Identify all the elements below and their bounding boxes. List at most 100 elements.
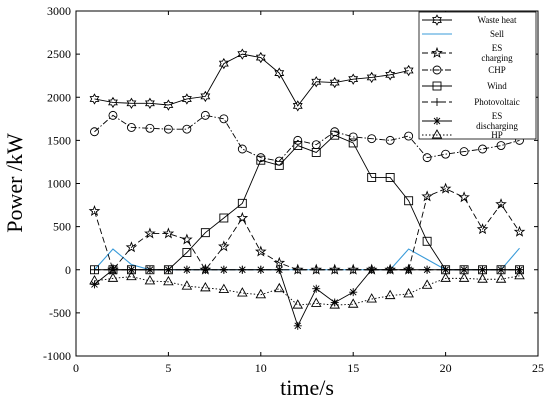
data-point xyxy=(348,73,359,85)
legend-label: HP xyxy=(491,130,503,140)
series-es-charging xyxy=(88,182,526,275)
data-point xyxy=(163,99,174,111)
data-point xyxy=(90,265,99,274)
data-point xyxy=(348,132,358,142)
data-point xyxy=(255,51,266,64)
data-point xyxy=(367,134,377,144)
y-tick-label: 2000 xyxy=(47,90,71,104)
data-point xyxy=(181,233,193,245)
data-point xyxy=(422,236,432,246)
data-point xyxy=(273,256,286,268)
y-tick-label: 0 xyxy=(65,263,71,277)
legend-label: Wind xyxy=(487,81,507,91)
x-tick-label: 10 xyxy=(255,361,267,375)
y-tick-label: 3000 xyxy=(47,4,71,18)
y-tick-label: 1000 xyxy=(47,177,71,191)
y-tick-label: 500 xyxy=(53,220,71,234)
data-point xyxy=(293,135,303,145)
data-point xyxy=(144,227,156,239)
legend: Waste heat Sell ES charging CHP Wind Photovolt… xyxy=(418,11,537,140)
data-point xyxy=(385,135,395,145)
data-point xyxy=(108,110,118,120)
legend-marker xyxy=(433,117,441,125)
data-point xyxy=(162,227,175,239)
data-point xyxy=(311,147,321,157)
data-point xyxy=(163,124,173,134)
data-point xyxy=(125,241,138,253)
data-point xyxy=(515,265,524,274)
data-point xyxy=(182,265,191,274)
data-point xyxy=(237,287,248,297)
data-point xyxy=(478,265,487,274)
data-point xyxy=(256,155,266,165)
data-point xyxy=(348,138,358,148)
data-point xyxy=(440,272,451,282)
data-point xyxy=(237,198,247,208)
data-point xyxy=(439,182,452,194)
x-tick-label: 0 xyxy=(73,361,79,375)
data-point xyxy=(330,298,339,307)
data-point xyxy=(292,299,304,309)
legend-label: CHP xyxy=(488,65,506,75)
data-point xyxy=(144,97,155,109)
data-point xyxy=(218,283,230,294)
y-tick-label: 2500 xyxy=(47,47,71,61)
data-point xyxy=(293,265,302,274)
data-point xyxy=(421,279,433,289)
data-point xyxy=(441,149,451,159)
data-point xyxy=(200,228,210,238)
data-point xyxy=(386,265,395,274)
data-point xyxy=(238,265,247,274)
data-point xyxy=(182,124,192,134)
y-tick-label: -1000 xyxy=(43,349,71,363)
data-point xyxy=(404,196,414,206)
x-tick-label: 5 xyxy=(165,361,171,375)
data-point xyxy=(200,110,210,120)
legend-marker xyxy=(432,81,442,91)
data-point xyxy=(310,297,322,307)
data-point xyxy=(181,93,192,105)
data-point xyxy=(366,293,377,303)
data-point xyxy=(200,281,211,292)
data-point xyxy=(108,265,117,274)
data-point xyxy=(88,205,101,217)
data-point xyxy=(513,225,526,237)
data-point xyxy=(200,90,211,103)
data-point xyxy=(385,173,395,182)
data-point xyxy=(274,282,285,293)
data-point xyxy=(476,223,489,235)
data-point xyxy=(293,141,303,151)
data-point xyxy=(274,160,284,170)
data-point xyxy=(497,265,506,274)
data-point xyxy=(349,288,358,297)
data-point xyxy=(329,299,340,309)
x-axis: 0 5 10 15 20 25 xyxy=(73,11,544,375)
legend-marker xyxy=(432,65,442,75)
series-line xyxy=(94,114,520,162)
data-point xyxy=(274,67,285,79)
series-layer xyxy=(88,48,526,330)
data-point xyxy=(237,48,248,60)
data-point xyxy=(329,76,340,89)
x-tick-label: 20 xyxy=(440,361,452,375)
data-point xyxy=(458,191,470,203)
data-point xyxy=(107,272,119,282)
legend-marker xyxy=(432,14,442,26)
data-point xyxy=(330,130,340,140)
data-point xyxy=(236,211,249,223)
y-axis: -1000 -500 0 500 1000 1500 2000 2500 3000 xyxy=(43,4,538,363)
data-point xyxy=(126,97,137,109)
data-point xyxy=(292,100,303,112)
data-point xyxy=(275,265,284,274)
data-point xyxy=(293,321,302,330)
data-point xyxy=(181,280,193,290)
data-point xyxy=(163,275,174,286)
data-point xyxy=(330,265,339,274)
data-point xyxy=(384,289,396,300)
legend-label: ES charging xyxy=(481,43,513,63)
legend-marker xyxy=(431,46,443,58)
data-point xyxy=(218,57,229,70)
data-point xyxy=(89,93,100,105)
data-point xyxy=(349,265,358,274)
